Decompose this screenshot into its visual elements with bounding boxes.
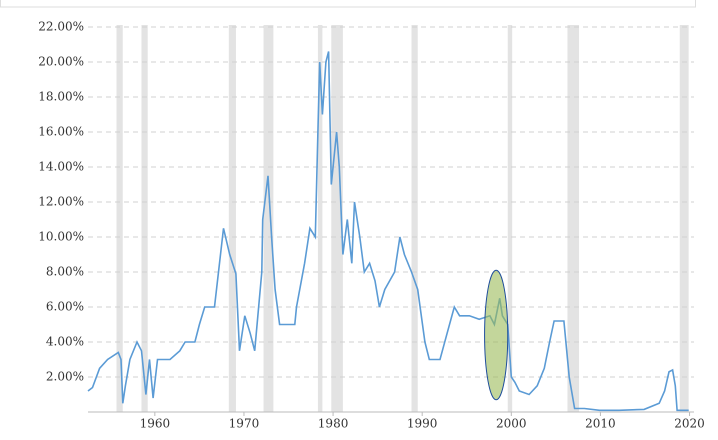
recession-band — [331, 25, 343, 412]
x-tick-label: 2000 — [496, 417, 527, 431]
y-tick-label: 18.00% — [38, 90, 84, 104]
x-tick-label: 1970 — [229, 417, 260, 431]
y-tick-label: 10.00% — [38, 230, 84, 244]
series-line — [87, 51, 689, 412]
y-tick-label: 4.00% — [46, 335, 84, 349]
y-tick-label: 6.00% — [46, 300, 84, 314]
x-tick-label: 1960 — [140, 417, 171, 431]
recession-band — [141, 25, 148, 412]
y-tick-label: 20.00% — [38, 55, 84, 69]
recession-band — [507, 25, 513, 412]
recession-band — [317, 25, 323, 412]
y-tick-label: 14.00% — [38, 160, 84, 174]
x-tick-label: 2010 — [585, 417, 616, 431]
recession-band — [679, 25, 689, 412]
recession-band — [116, 25, 123, 412]
x-tick-label: 2020 — [674, 417, 705, 431]
x-tick-label: 1990 — [407, 417, 438, 431]
y-tick-label: 2.00% — [46, 370, 84, 384]
y-tick-label: 12.00% — [38, 195, 84, 209]
y-tick-label: 16.00% — [38, 125, 84, 139]
highlight-ellipse — [484, 269, 509, 401]
recession-band — [411, 25, 418, 412]
y-tick-label: 22.00% — [38, 20, 84, 34]
recession-band — [263, 25, 274, 412]
recession-band — [228, 25, 236, 412]
y-tick-label: 8.00% — [46, 265, 84, 279]
x-tick-label: 1980 — [318, 417, 349, 431]
top-frame — [0, 0, 696, 8]
recession-band — [567, 25, 580, 412]
